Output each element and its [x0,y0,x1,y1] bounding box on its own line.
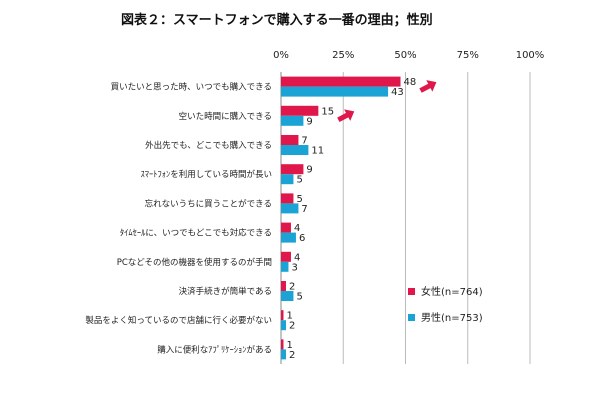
bar-female [281,222,291,233]
category-label: ｽﾏｰﾄﾌｫﾝを利用している時間が長い [141,169,273,180]
x-tick-label: 75% [457,50,479,61]
x-tick-label: 50% [394,50,416,61]
bar-female [281,310,284,321]
bar-female [281,251,291,262]
x-tick-labels: 0% 25% 50% 75% 100% [273,50,544,61]
bar-male [281,261,289,272]
legend: 女性(n=764) 男性(n=753) [408,285,483,324]
value-label: 4 [294,223,300,234]
bar-male [281,232,296,243]
value-label: 5 [296,292,302,303]
bar-female [281,105,319,116]
bars [281,76,401,360]
category-labels: 買いたいと思った時、いつでも購入できる空いた時間に購入できる外出先でも、どこでも… [85,82,272,356]
value-label: 7 [301,204,307,215]
legend-swatch [408,288,415,295]
legend-swatch [408,314,415,321]
value-label: 6 [299,233,305,244]
value-label: 1 [286,340,292,351]
bar-male [281,115,304,126]
highlight-arrow-icon [337,109,355,123]
x-tick-label: 100% [516,50,545,61]
value-label: 43 [391,87,404,98]
value-label: 7 [301,136,307,147]
highlight-arrow-icon [419,80,437,93]
bar-male [281,174,294,185]
category-label: 買いたいと思った時、いつでも購入できる [111,82,272,93]
value-label: 2 [289,282,295,293]
category-label: PCなどその他の機器を使用するのが手間 [117,257,272,268]
highlight-arrows [337,80,437,123]
bar-female [281,135,299,145]
value-label: 15 [321,106,334,117]
value-label: 5 [296,175,302,186]
value-label: 9 [306,165,312,176]
category-label: 購入に便利なｱﾌﾟﾘｹｰｼｮﾝがある [157,344,272,355]
bar-male [281,320,286,331]
value-label: 9 [306,116,312,127]
bar-male [281,291,294,301]
value-label: 4 [294,252,300,263]
legend-label: 男性(n=753) [421,311,483,324]
value-label: 3 [291,262,297,273]
bar-male [281,349,286,360]
bar-male [281,203,299,214]
bar-female [281,76,401,87]
value-label: 1 [286,311,292,322]
value-label: 11 [311,146,324,157]
x-tick-label: 0% [273,50,289,61]
bar-female [281,281,286,291]
category-label: ﾀｲﾑｾｰﾙに、いつでもどこでも対応できる [120,228,272,239]
category-label: 決済手続きが簡単である [179,286,272,297]
bar-female [281,164,304,175]
value-label: 2 [289,321,295,332]
category-label: 空いた時間に購入できる [179,111,272,122]
category-label: 製品をよく知っているので店舗に行く必要がない [85,315,272,326]
category-label: 忘れないうちに買うことができる [145,198,272,209]
legend-label: 女性(n=764) [421,285,483,298]
value-label: 2 [289,350,295,361]
chart-title: 図表２：スマートフォンで購入する一番の理由；性別 [121,13,433,28]
bar-male [281,86,389,97]
bar-female [281,193,294,204]
x-tick-label: 25% [332,50,354,61]
bar-female [281,339,284,350]
value-label: 5 [296,194,302,205]
bar-male [281,145,309,155]
value-label: 48 [404,77,417,88]
category-label: 外出先でも、どこでも購入できる [145,140,272,151]
